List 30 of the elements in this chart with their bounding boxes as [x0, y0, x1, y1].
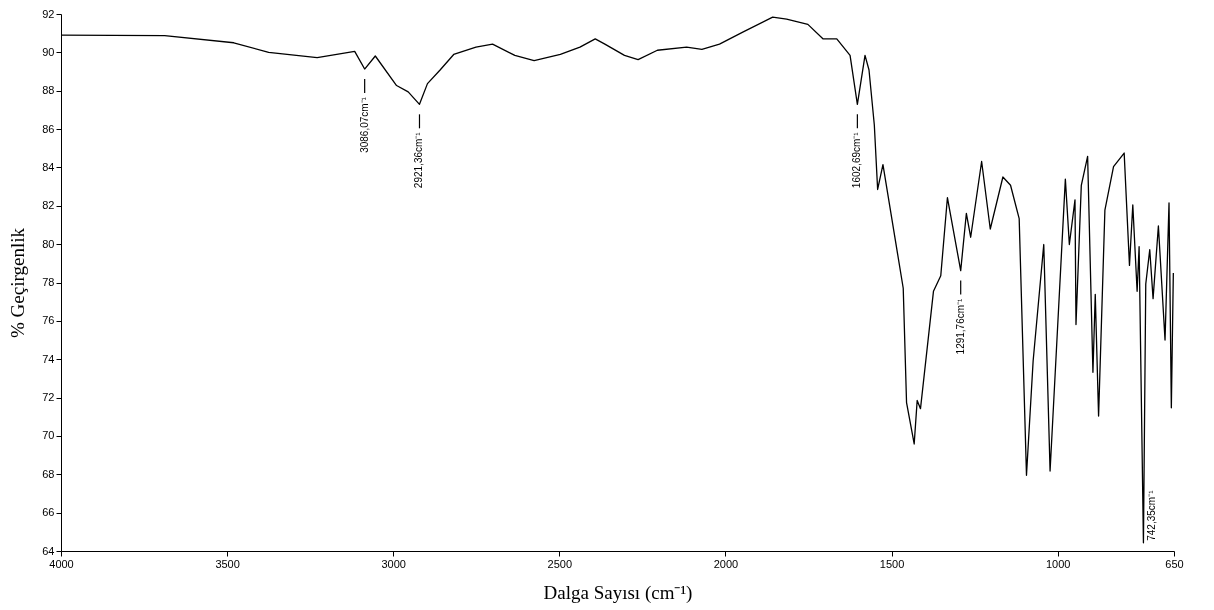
x-axis-title: Dalga Sayısı (cm⁻¹) [543, 581, 693, 604]
x-tick-label: 650 [1165, 557, 1184, 570]
y-tick-label: 72 [42, 391, 55, 404]
y-tick-label: 66 [42, 506, 55, 519]
y-tick-label: 82 [42, 199, 55, 212]
y-tick-label: 84 [42, 160, 55, 173]
y-tick-label: 76 [42, 314, 55, 327]
annotation: 1602,69cm⁻¹ [851, 131, 863, 189]
y-tick-label: 74 [42, 352, 55, 365]
y-tick-label: 68 [42, 467, 55, 480]
y-tick-label: 80 [42, 237, 55, 250]
x-tick-label: 1000 [1045, 557, 1071, 570]
y-tick-label: 64 [42, 544, 55, 557]
y-tick-label: 88 [42, 84, 55, 97]
annotation: 2921,36cm⁻¹ [413, 131, 425, 189]
y-tick-label: 92 [42, 7, 55, 20]
y-tick-label: 70 [42, 429, 55, 442]
y-axis-title: % Geçirgenlik [7, 227, 29, 338]
annotation: 1291,76cm⁻¹ [954, 297, 966, 355]
annotation: 742,35cm⁻¹ [1146, 489, 1158, 541]
x-tick-label: 3000 [381, 557, 406, 570]
y-tick-label: 78 [42, 276, 55, 288]
x-tick-label: 2500 [547, 557, 573, 570]
y-tick-label: 90 [42, 45, 55, 58]
x-tick-label: 4000 [49, 557, 74, 570]
x-tick-label: 1500 [879, 557, 905, 570]
x-tick-label: 3500 [215, 557, 240, 570]
annotation: 3086,07cm⁻¹ [358, 96, 370, 153]
x-tick-label: 2000 [713, 557, 739, 570]
y-tick-label: 86 [42, 122, 55, 135]
